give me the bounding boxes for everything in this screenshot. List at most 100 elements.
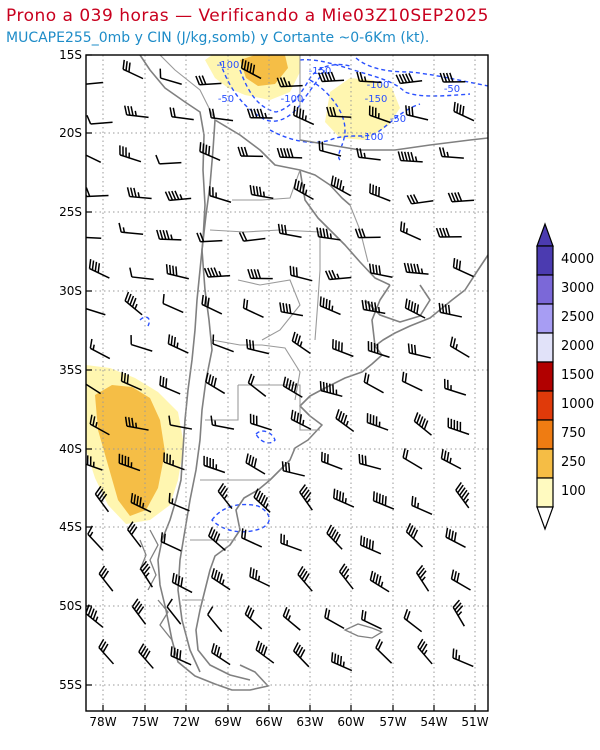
cin-contour-7 bbox=[139, 316, 150, 327]
wind-barb bbox=[293, 179, 314, 201]
wind-barb bbox=[443, 378, 467, 396]
wind-barb bbox=[447, 417, 470, 436]
wind-barb bbox=[335, 409, 355, 433]
colorbar-label: 3000 bbox=[561, 281, 594, 296]
lat-tick-label: 20S bbox=[59, 126, 82, 140]
map-frame bbox=[85, 54, 489, 712]
wind-barb bbox=[455, 482, 470, 509]
wind-barb bbox=[404, 298, 426, 319]
cin-contour-6 bbox=[355, 57, 488, 87]
wind-barb bbox=[333, 488, 355, 508]
wind-barb bbox=[129, 267, 154, 281]
wind-barb bbox=[86, 81, 104, 85]
wind-barb bbox=[207, 606, 223, 633]
atlantic-coastline bbox=[195, 254, 488, 681]
wind-barb bbox=[407, 343, 431, 359]
border-chile-argentina bbox=[177, 119, 216, 673]
wind-barb bbox=[282, 376, 303, 398]
colorbar-label: 1500 bbox=[561, 368, 594, 383]
cin-contours bbox=[139, 57, 488, 533]
wind-barb bbox=[279, 302, 304, 317]
wind-barb bbox=[445, 527, 466, 549]
wind-barb bbox=[402, 448, 423, 470]
wind-barb bbox=[118, 222, 144, 236]
cin-contour-9 bbox=[211, 503, 270, 533]
colorbar-swatch bbox=[536, 332, 554, 363]
province-border-1 bbox=[209, 229, 321, 341]
wind-barb bbox=[168, 492, 190, 512]
wind-barb bbox=[330, 652, 353, 672]
lon-tick-label: 51W bbox=[461, 715, 488, 729]
map-subtitle: MUCAPE255_0mb y CIN (J/kg,somb) y Cortan… bbox=[6, 30, 430, 46]
wind-barb bbox=[289, 265, 313, 282]
wind-barb bbox=[435, 227, 462, 238]
colorbar-label: 1000 bbox=[561, 397, 594, 412]
wind-barb bbox=[164, 190, 192, 202]
wind-barb bbox=[417, 638, 433, 665]
cape-shading bbox=[86, 55, 400, 524]
wind-barb bbox=[405, 105, 429, 121]
wind-barb bbox=[413, 412, 432, 436]
province-border-2 bbox=[232, 169, 301, 201]
wind-barb bbox=[319, 381, 343, 398]
lat-tick-label: 40S bbox=[59, 442, 82, 456]
wind-barb bbox=[166, 598, 182, 625]
lon-tick-label: 63W bbox=[296, 715, 323, 729]
colorbar-swatch bbox=[536, 303, 554, 334]
wind-barb bbox=[159, 375, 181, 395]
wind-barb bbox=[253, 488, 271, 513]
wind-barb bbox=[375, 638, 393, 664]
colorbar-swatch bbox=[536, 361, 554, 392]
cin-contour-label: -150 bbox=[309, 66, 332, 77]
cin-contour-label: -100 bbox=[361, 132, 384, 143]
cin-contour-3 bbox=[269, 103, 421, 144]
wind-barb bbox=[244, 605, 263, 630]
wind-barb bbox=[297, 565, 313, 592]
cin-contour-5 bbox=[309, 79, 346, 161]
wind-barb bbox=[124, 416, 149, 431]
wind-barb bbox=[361, 299, 386, 315]
lon-tick-label: 57W bbox=[379, 715, 406, 729]
colorbar-label: 250 bbox=[561, 455, 586, 470]
cin-contour-2 bbox=[239, 63, 351, 113]
wind-barb bbox=[449, 336, 470, 358]
coastlines-and-borders bbox=[139, 55, 488, 691]
wind-barb bbox=[338, 563, 354, 590]
wind-barb bbox=[212, 334, 234, 353]
colorbar-swatch bbox=[536, 245, 554, 276]
wind-barb bbox=[119, 145, 142, 163]
wind-barb bbox=[276, 147, 303, 159]
wind-barb bbox=[86, 307, 106, 316]
wind-barb bbox=[452, 257, 474, 278]
wind-barb bbox=[290, 409, 312, 430]
cin-contour-8 bbox=[255, 430, 276, 444]
colorbar-label: 100 bbox=[561, 484, 586, 499]
wind-barb bbox=[332, 339, 354, 358]
province-border-5 bbox=[238, 384, 320, 431]
wind-barb bbox=[170, 646, 192, 666]
wind-barb bbox=[356, 147, 381, 161]
wind-barb bbox=[453, 101, 475, 122]
wind-barb bbox=[159, 68, 182, 85]
lon-tick-label: 54W bbox=[420, 715, 447, 729]
wind-barb bbox=[130, 335, 153, 352]
wind-barb bbox=[438, 302, 463, 318]
colorbar-label: 2500 bbox=[561, 310, 594, 325]
wind-barb bbox=[282, 606, 301, 631]
wind-barb bbox=[160, 532, 182, 552]
wind-barb bbox=[276, 77, 303, 88]
wind-barb bbox=[438, 147, 464, 159]
wind-barb bbox=[403, 262, 429, 275]
wind-barb bbox=[452, 599, 465, 627]
colorbar-swatch bbox=[536, 390, 554, 421]
province-border-10 bbox=[349, 204, 369, 263]
wind-barb bbox=[249, 185, 274, 200]
colorbar-label: 4000 bbox=[561, 252, 594, 267]
wind-barb bbox=[126, 187, 152, 200]
wind-barb bbox=[86, 114, 113, 125]
wind-barb bbox=[401, 371, 423, 392]
lon-tick-label: 69W bbox=[214, 715, 241, 729]
wind-barb bbox=[86, 604, 104, 628]
colorbar-label: 2000 bbox=[561, 339, 594, 354]
wind-barb bbox=[201, 294, 223, 315]
